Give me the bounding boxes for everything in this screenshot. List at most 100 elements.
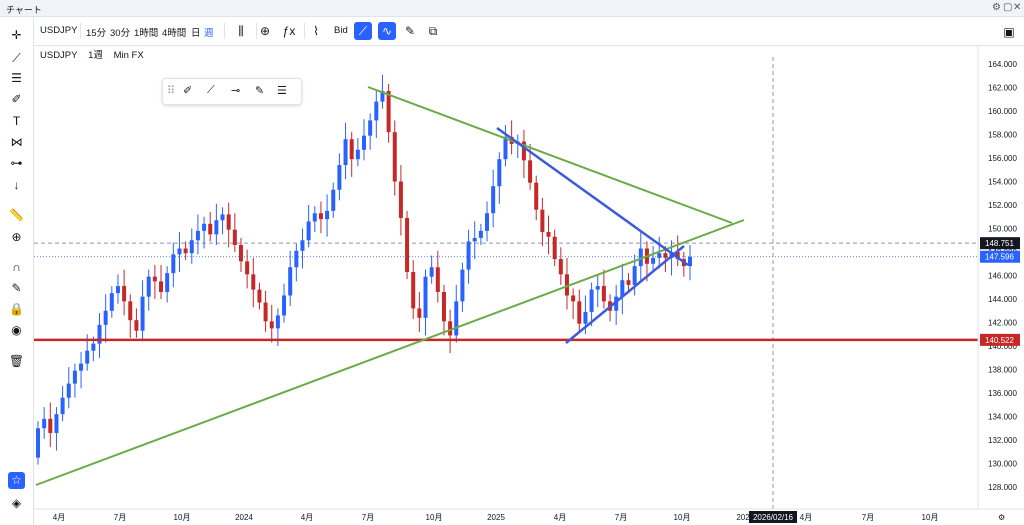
candle-body — [546, 232, 551, 237]
favorite-icon[interactable]: ☆ — [8, 472, 25, 489]
interval-15m[interactable]: 15分 — [86, 28, 107, 39]
time-tick-label: 7月 — [615, 513, 627, 522]
fib-icon[interactable]: ☰ — [11, 71, 22, 85]
candle-body — [312, 213, 317, 222]
candle-body — [54, 414, 59, 433]
add-compare-icon[interactable]: ⊕ — [259, 24, 271, 38]
legend-symbol: USDJPY — [40, 50, 78, 61]
candle-body — [300, 240, 305, 251]
price-tick-label: 140.000 — [988, 342, 1017, 351]
interval-30m[interactable]: 30分 — [110, 28, 131, 39]
window-titlebar: チャート ⚙ ▢ ✕ — [0, 0, 1024, 17]
price-tick-label: 130.000 — [988, 460, 1017, 469]
candle-body — [392, 132, 397, 182]
candle-body — [79, 363, 84, 371]
symbol-selector[interactable]: USDJPY — [40, 25, 78, 36]
candle-body — [417, 308, 422, 318]
candle-body — [288, 267, 293, 296]
candle-body — [306, 221, 311, 241]
line-chart-icon[interactable]: ⟋ — [354, 22, 372, 40]
candle-body — [85, 350, 90, 364]
brush-icon[interactable]: ✐ — [183, 85, 193, 97]
time-axis: 4月 7月 10月 2024 4月 7月 10月 2025 4月 7月 10月 202 4月 7月 10月 2… — [34, 508, 1024, 523]
magnet-icon[interactable]: ∩ — [12, 260, 21, 274]
trendline-icon[interactable]: ⟋ — [12, 51, 21, 65]
pattern-icon[interactable]: ⋈ — [10, 135, 23, 149]
toolbar-separator — [80, 23, 81, 39]
maximize-icon[interactable]: ▢ — [1003, 2, 1013, 13]
text-icon[interactable]: T — [12, 114, 21, 128]
alert-icon[interactable]: ✎ — [404, 24, 416, 38]
settings-icon[interactable]: ⚙ — [992, 2, 1001, 13]
candle-body — [275, 315, 280, 329]
templates-icon[interactable]: ⌇ — [313, 24, 319, 38]
candle-body — [491, 186, 496, 214]
interval-4h[interactable]: 4時間 — [162, 28, 187, 39]
layout-icon[interactable]: ▣ — [1003, 25, 1015, 39]
drawing-toolbar: ✛ ⟋ ☰ ✐ T ⋈ ⊶ ↓ 📏 ⊕ ∩ ✎ 🔒 ◉ 🗑 ☆ ◈ — [0, 17, 34, 525]
price-tick-label: 162.000 — [988, 84, 1017, 93]
candle-body — [232, 229, 237, 245]
price-tick-label: 144.000 — [988, 295, 1017, 304]
candle-body — [282, 295, 287, 316]
indicators-icon[interactable]: ƒx — [282, 24, 296, 38]
candle-body — [238, 244, 243, 262]
candle-body — [583, 311, 588, 324]
candle-body — [171, 254, 176, 274]
trash-icon[interactable]: 🗑 — [8, 354, 25, 368]
candle-body — [325, 210, 330, 220]
candle-body — [202, 223, 207, 231]
ray-icon[interactable]: ⊸ — [231, 85, 241, 97]
lock-icon[interactable]: 🔒 — [9, 302, 24, 316]
brush-icon[interactable]: ✐ — [11, 92, 22, 106]
drag-handle-icon[interactable]: ⠿ — [167, 85, 176, 97]
time-tick-label: 4月 — [800, 513, 812, 522]
bid-toggle[interactable]: Bid — [334, 25, 348, 36]
price-tick-label: 136.000 — [988, 389, 1017, 398]
line-icon[interactable]: ⟋ — [207, 84, 215, 96]
chart-legend: USDJPY 1週 Min FX — [40, 47, 152, 61]
arrow-down-icon[interactable]: ↓ — [13, 178, 20, 192]
chart-toolbar: USDJPY 15分 30分 1時間 4時間 日 週 ⫼ ⊕ ƒx ⌇ Bid … — [34, 17, 1024, 46]
candle-body — [269, 321, 274, 329]
candle-style-icon[interactable]: ⫼ — [238, 24, 244, 38]
price-axis: 128.000 130.000 132.000 134.000 136.000 138.0… — [977, 45, 1020, 509]
candle-body — [454, 301, 459, 336]
legend-source: Min FX — [113, 50, 144, 61]
close-icon[interactable]: ✕ — [1013, 2, 1022, 13]
crosshair-icon[interactable]: ✛ — [11, 28, 22, 42]
time-tick-label: 4月 — [301, 513, 313, 522]
candle-body — [183, 248, 188, 254]
layers-icon[interactable]: ◈ — [11, 496, 22, 510]
candle-body — [103, 310, 108, 325]
forecast-icon[interactable]: ⊶ — [10, 156, 23, 170]
candle-body — [478, 230, 483, 238]
crosshair-time-tag — [749, 511, 797, 523]
eye-icon[interactable]: ◉ — [11, 323, 22, 337]
candle-body — [263, 302, 268, 322]
toolbar-separator — [224, 23, 225, 39]
price-tick-label: 138.000 — [988, 366, 1017, 375]
candle-body — [626, 280, 631, 285]
candle-body — [632, 266, 637, 285]
candle-body — [435, 267, 440, 292]
lock-drawing-icon[interactable]: ✎ — [11, 281, 22, 295]
candle-body — [362, 135, 366, 150]
zoom-in-icon[interactable]: ⊕ — [11, 230, 22, 244]
lines-icon[interactable]: ☰ — [277, 85, 287, 97]
ruler-icon[interactable]: 📏 — [9, 208, 24, 222]
interval-1w[interactable]: 週 — [204, 28, 214, 39]
candle-body — [177, 248, 182, 255]
time-tick-label: 10月 — [174, 513, 191, 522]
price-tick-label: 158.000 — [988, 131, 1017, 140]
pen-icon[interactable]: ✎ — [255, 85, 265, 97]
candle-body — [294, 250, 299, 268]
interval-1h[interactable]: 1時間 — [134, 28, 159, 39]
drawings — [34, 86, 978, 486]
interval-1d[interactable]: 日 — [191, 28, 201, 39]
candles — [36, 74, 692, 465]
candle-body — [521, 141, 526, 161]
copy-icon[interactable]: ⧉ — [428, 24, 438, 38]
wave-icon[interactable]: ∿ — [378, 22, 396, 40]
